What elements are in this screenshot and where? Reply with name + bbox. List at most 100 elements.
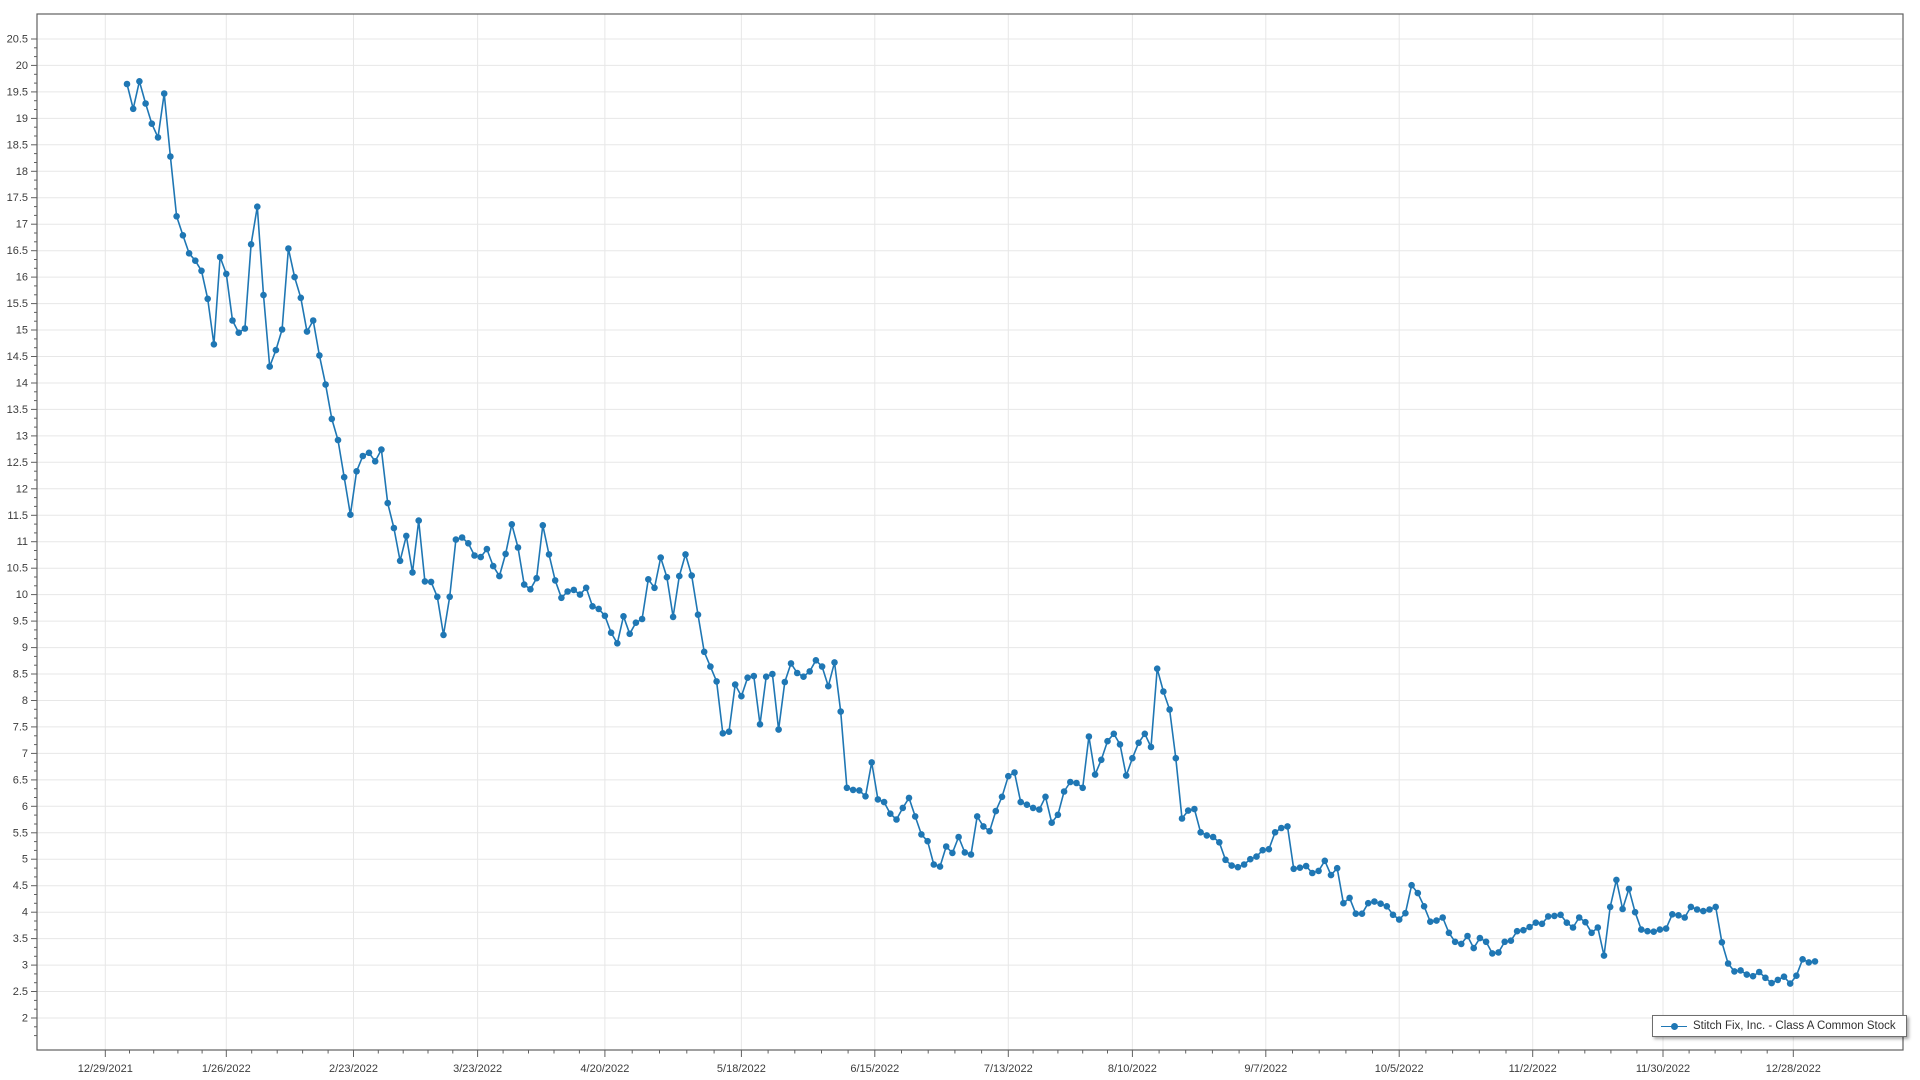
data-point — [483, 545, 491, 553]
data-point — [1662, 925, 1670, 932]
data-point — [409, 569, 416, 576]
y-tick-label: 14 — [16, 378, 28, 390]
data-point — [1501, 938, 1508, 946]
data-point — [216, 253, 224, 261]
data-point — [210, 341, 218, 348]
data-point — [173, 213, 180, 220]
data-point — [856, 787, 863, 794]
data-point — [688, 572, 695, 579]
y-tick-label: 7 — [22, 748, 28, 760]
legend-series-marker-icon — [1661, 1021, 1687, 1031]
data-point — [1228, 862, 1235, 869]
data-point — [303, 328, 311, 335]
y-tick-label: 5.5 — [13, 827, 28, 839]
data-point — [260, 291, 267, 299]
data-point — [1656, 926, 1664, 933]
data-point — [558, 594, 565, 602]
data-point — [396, 557, 404, 565]
data-point — [365, 449, 373, 457]
data-point — [1625, 885, 1633, 893]
data-point — [241, 325, 249, 332]
data-point — [744, 674, 751, 681]
y-tick-label: 3 — [22, 960, 28, 972]
data-point — [806, 668, 813, 675]
data-point — [1259, 846, 1266, 854]
data-point — [862, 793, 869, 800]
data-point — [1681, 914, 1688, 921]
data-point — [192, 257, 199, 265]
y-tick-label: 19 — [16, 113, 28, 125]
price-line — [126, 80, 1816, 985]
data-point — [1582, 918, 1589, 926]
data-point — [1340, 899, 1347, 907]
data-point — [1743, 971, 1751, 978]
data-point — [223, 270, 230, 278]
data-point — [1240, 861, 1248, 868]
data-point — [229, 317, 236, 324]
data-point — [986, 827, 993, 835]
x-tick-label: 2/23/2022 — [329, 1063, 378, 1075]
data-point — [707, 663, 714, 670]
data-point — [1451, 938, 1459, 946]
data-point — [489, 562, 497, 570]
data-point — [1464, 932, 1471, 940]
data-point — [1793, 972, 1800, 979]
data-point — [415, 517, 423, 524]
y-tick-label: 15 — [16, 325, 28, 337]
data-point — [1507, 937, 1515, 944]
data-point — [1811, 958, 1819, 965]
y-tick-label: 13 — [16, 430, 28, 442]
data-point — [123, 80, 131, 88]
y-tick-label: 18.5 — [7, 139, 28, 151]
y-tick-label: 17 — [16, 219, 28, 231]
y-tick-label: 18 — [16, 166, 28, 178]
data-point — [663, 573, 671, 581]
data-point — [452, 536, 460, 543]
data-point — [967, 851, 975, 858]
data-point — [533, 574, 540, 582]
data-point — [719, 730, 727, 737]
x-axis: 12/29/2021 1/26/2022 2/23/2022 3/23/2022 4/2… — [78, 1050, 1821, 1075]
data-point — [359, 452, 367, 460]
x-tick-label: 6/15/2022 — [850, 1063, 899, 1075]
y-tick-label: 20.5 — [7, 34, 28, 46]
data-point — [434, 593, 441, 601]
data-point — [645, 576, 652, 583]
y-tick-label: 16.5 — [7, 245, 28, 257]
data-point — [160, 90, 168, 97]
data-point — [340, 473, 348, 481]
data-point — [551, 577, 559, 584]
data-point — [1153, 665, 1161, 672]
data-point — [465, 540, 472, 547]
data-point — [1433, 917, 1440, 924]
data-point — [564, 588, 571, 595]
data-point — [1482, 938, 1490, 946]
data-point — [1799, 956, 1806, 963]
data-point — [328, 415, 336, 423]
data-point — [1023, 801, 1031, 808]
data-point — [1395, 916, 1403, 923]
data-point — [1054, 811, 1062, 819]
data-point — [1588, 929, 1595, 937]
data-point — [471, 552, 478, 559]
y-tick-label: 19.5 — [7, 86, 28, 98]
data-point — [1606, 903, 1614, 911]
data-point — [731, 681, 739, 688]
data-point — [1762, 974, 1769, 982]
data-point — [694, 611, 702, 618]
data-point — [253, 203, 261, 210]
data-point — [1737, 967, 1744, 974]
data-point — [446, 593, 454, 601]
data-point — [607, 629, 615, 636]
y-tick-label: 16 — [16, 272, 28, 284]
data-point — [1563, 919, 1571, 926]
data-point — [1693, 906, 1701, 913]
data-point — [1644, 927, 1651, 935]
y-tick-label: 11 — [17, 536, 28, 548]
data-point — [1420, 903, 1428, 910]
data-point — [818, 663, 826, 670]
data-point — [849, 786, 857, 794]
data-point — [1327, 871, 1335, 879]
data-point — [322, 381, 329, 388]
